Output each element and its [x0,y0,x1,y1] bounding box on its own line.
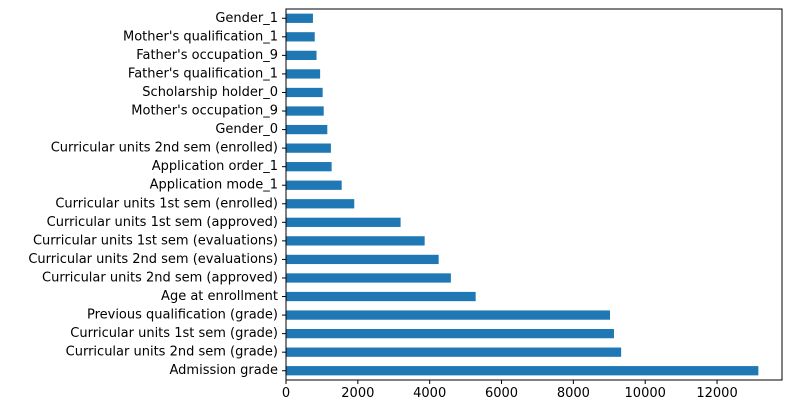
y-tick-label: Curricular units 2nd sem (grade) [66,345,278,360]
y-tick-label: Mother's occupation_9 [131,104,278,119]
bars-group [286,13,759,376]
bar [286,291,476,302]
y-tick-label: Curricular units 1st sem (evaluations) [33,233,278,248]
y-tick-label: Application mode_1 [150,178,278,193]
bar [286,366,759,376]
x-tick-label: 10000 [625,386,666,401]
bar [286,50,317,61]
bar [286,124,328,135]
bar [286,347,622,357]
y-tick-labels: Admission grade Curricular units 2nd sem … [28,11,286,378]
bar [286,328,614,339]
bar [286,106,324,116]
y-tick-label: Application order_1 [152,159,278,174]
bar [286,32,315,42]
y-tick-label: Gender_0 [215,122,278,137]
bar [286,143,331,153]
y-tick-label: Curricular units 1st sem (enrolled) [55,196,278,211]
y-tick-label: Father's occupation_9 [136,48,278,63]
bar [286,87,323,98]
bar [286,254,439,265]
plot-frame [285,8,783,381]
x-tick-label: 4000 [413,386,446,401]
x-tick-label: 2000 [341,386,374,401]
bar [286,199,355,209]
bar [286,69,321,79]
bar [286,273,451,283]
y-tick-label: Mother's qualification_1 [123,29,278,44]
bar [286,236,425,246]
y-tick-label: Age at enrollment [161,289,278,304]
y-tick-label: Admission grade [170,363,279,378]
x-tick-label: 8000 [557,386,590,401]
x-tick-label: 0 [282,386,290,401]
y-tick-label: Father's qualification_1 [128,66,278,81]
bar [286,217,401,227]
y-tick-label: Curricular units 1st sem (grade) [70,326,278,341]
y-tick-label: Previous qualification (grade) [87,308,278,323]
y-tick-label: Curricular units 2nd sem (approved) [42,270,278,285]
bar [286,162,332,172]
bar [286,180,342,190]
x-ticks: 0 2000 4000 6000 8000 10000 12000 [282,380,738,401]
y-tick-label: Curricular units 2nd sem (evaluations) [28,252,278,267]
bar [286,13,313,23]
y-tick-label: Curricular units 1st sem (approved) [47,215,278,230]
y-tick-label: Gender_1 [215,11,278,26]
bar [286,310,611,320]
y-tick-label: Scholarship holder_0 [142,85,278,100]
y-tick-label: Curricular units 2nd sem (enrolled) [51,141,278,156]
x-tick-label: 6000 [485,386,518,401]
x-tick-label: 12000 [696,386,737,401]
